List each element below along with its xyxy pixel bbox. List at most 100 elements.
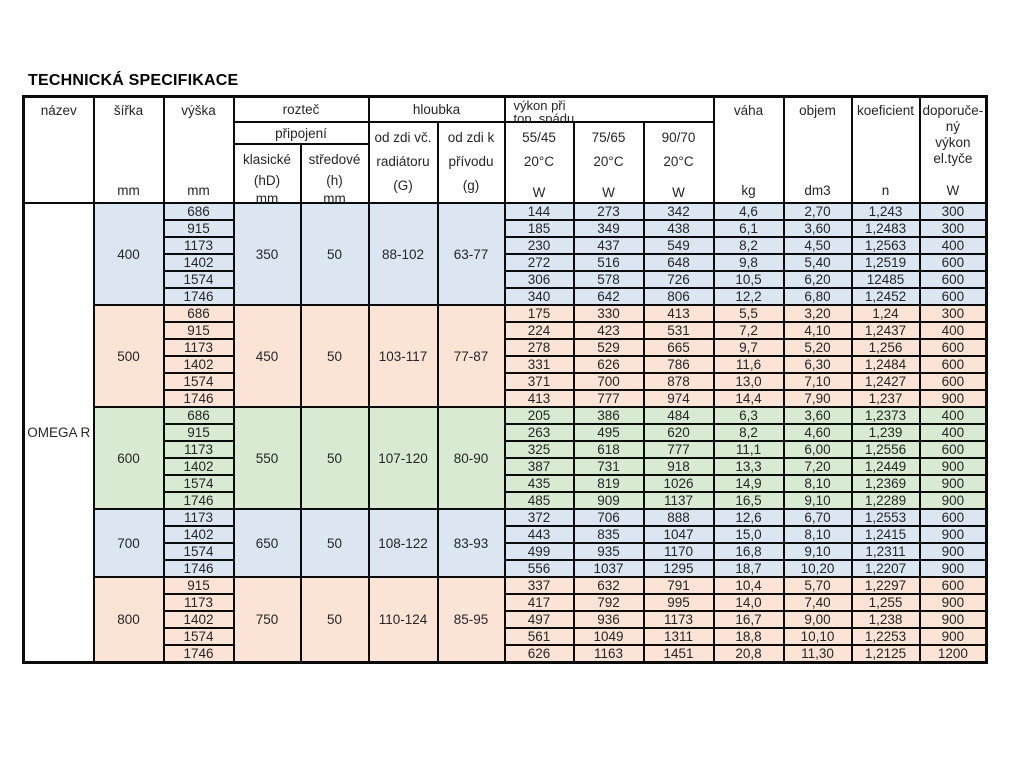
vykon-75-cell: 330 [572, 304, 645, 323]
vykon-55-cell: 337 [503, 576, 575, 595]
vykon-90-cell: 1295 [642, 559, 715, 578]
vykon-55-cell: 325 [503, 440, 575, 459]
doporuceny-cell: 900 [918, 593, 988, 612]
col-header-vyska: výška mm [162, 95, 235, 204]
vykon-90-cell: 995 [642, 593, 715, 612]
temp-90-degrees: 20°C [663, 154, 694, 169]
koeficient-cell: 1,24 [850, 304, 921, 323]
vykon-75-cell: 578 [572, 270, 645, 289]
koeficient-label: koeficient [856, 103, 915, 118]
koeficient-cell: 1,2415 [850, 525, 921, 544]
height-cell: 1746 [162, 287, 235, 306]
vykon-90-cell: 648 [642, 253, 715, 272]
vykon-55-cell: 144 [503, 202, 575, 221]
width-cell: 500 [92, 304, 165, 408]
klasicke-unit: mm [255, 191, 279, 203]
header-row-2: připojení od zdi vč. radiátoru (G) mm [24, 121, 987, 204]
height-cell: 686 [162, 304, 235, 323]
vykon-55-cell: 224 [503, 321, 575, 340]
vykon-line1: výkon při [513, 98, 566, 113]
col-header-temp-75: 75/65 20°C W [572, 121, 645, 204]
hloubka-g-cell: 103-117 [367, 304, 439, 408]
hloubka-g-cell: 110-124 [367, 576, 439, 664]
vaha-cell: 8,2 [712, 236, 785, 255]
doporuceny-cell: 900 [918, 610, 988, 629]
table-row: 1402 443 835 1047 15,0 8,10 1,2415 900 [24, 525, 988, 544]
klasicke-cell: 650 [232, 508, 302, 578]
hloubka-g-cell: 108-122 [367, 508, 439, 578]
objem-cell: 10,10 [782, 627, 853, 646]
vyska-label: výška [181, 103, 216, 118]
objem-cell: 6,00 [782, 440, 853, 459]
doporuceny-cell: 400 [918, 423, 988, 442]
doporuceny-line3: výkon [935, 135, 971, 150]
vykon-90-cell: 438 [642, 219, 715, 238]
vaha-cell: 20,8 [712, 644, 785, 664]
koeficient-cell: 1,2297 [850, 576, 921, 595]
temp-55-label: 55/45 [522, 130, 556, 145]
vykon-75-cell: 516 [572, 253, 645, 272]
doporuceny-cell: 600 [918, 287, 988, 306]
vykon-90-cell: 1311 [642, 627, 715, 646]
vaha-cell: 10,5 [712, 270, 785, 289]
vykon-55-cell: 306 [503, 270, 575, 289]
height-cell: 1173 [162, 236, 235, 255]
vykon-75-cell: 700 [572, 372, 645, 391]
objem-cell: 4,10 [782, 321, 853, 340]
doporuceny-cell: 600 [918, 372, 988, 391]
koeficient-cell: 1,2452 [850, 287, 921, 306]
stredove-cell: 50 [299, 406, 370, 510]
vykon-90-cell: 665 [642, 338, 715, 357]
vykon-90-cell: 484 [642, 406, 715, 425]
objem-cell: 10,20 [782, 559, 853, 578]
vaha-cell: 9,7 [712, 338, 785, 357]
sirka-label: šířka [113, 103, 144, 118]
temp-75-label: 75/65 [591, 130, 626, 145]
vykon-90-cell: 1047 [642, 525, 715, 544]
vaha-cell: 10,4 [712, 576, 785, 595]
vaha-cell: 14,9 [712, 474, 785, 493]
vykon-55-cell: 626 [503, 644, 575, 664]
table-row: 1574 306 578 726 10,5 6,20 12485 600 [24, 270, 988, 289]
vaha-cell: 18,8 [712, 627, 785, 646]
vykon-90-cell: 918 [642, 457, 715, 476]
vaha-cell: 14,0 [712, 593, 785, 612]
product-name-cell: OMEGA R [22, 202, 95, 664]
height-cell: 1574 [162, 474, 235, 493]
koeficient-cell: 1,2369 [850, 474, 921, 493]
od-zdi-vc-line3: (G) [393, 178, 413, 193]
od-zdi-k-line3: (g) [462, 178, 480, 193]
vykon-75-cell: 1049 [572, 627, 645, 646]
vyska-unit: mm [187, 183, 210, 198]
vykon-75-cell: 386 [572, 406, 645, 425]
doporuceny-cell: 300 [918, 202, 988, 221]
vykon-55-cell: 340 [503, 287, 575, 306]
doporuceny-cell: 600 [918, 253, 988, 272]
vaha-cell: 14,4 [712, 389, 785, 408]
table-row: 1173 230 437 549 8,2 4,50 1,2563 400 [24, 236, 988, 255]
vykon-55-cell: 230 [503, 236, 575, 255]
doporuceny-line1: doporuče- [922, 103, 984, 118]
height-cell: 1746 [162, 389, 235, 408]
height-cell: 686 [162, 406, 235, 425]
stredove-cell: 50 [299, 304, 370, 408]
vykon-line2: top. spádu [513, 111, 575, 121]
doporuceny-cell: 1200 [918, 644, 988, 664]
objem-cell: 6,70 [782, 508, 853, 527]
vykon-75-cell: 835 [572, 525, 645, 544]
vykon-90-cell: 888 [642, 508, 715, 527]
vykon-75-cell: 349 [572, 219, 645, 238]
table-row: 1746 556 1037 1295 18,7 10,20 1,2207 900 [24, 559, 988, 578]
objem-cell: 3,20 [782, 304, 853, 323]
vaha-cell: 6,1 [712, 219, 785, 238]
height-cell: 1746 [162, 491, 235, 510]
vykon-55-cell: 485 [503, 491, 575, 510]
stredove-unit: mm [323, 191, 346, 203]
col-header-roztec: rozteč [232, 95, 370, 123]
koeficient-cell: 1,239 [850, 423, 921, 442]
hloubka-g2-cell: 63-77 [436, 202, 506, 306]
height-cell: 1173 [162, 440, 235, 459]
table-row: 1402 497 936 1173 16,7 9,00 1,238 900 [24, 610, 988, 629]
vykon-75-cell: 642 [572, 287, 645, 306]
koeficient-cell: 1,2484 [850, 355, 921, 374]
